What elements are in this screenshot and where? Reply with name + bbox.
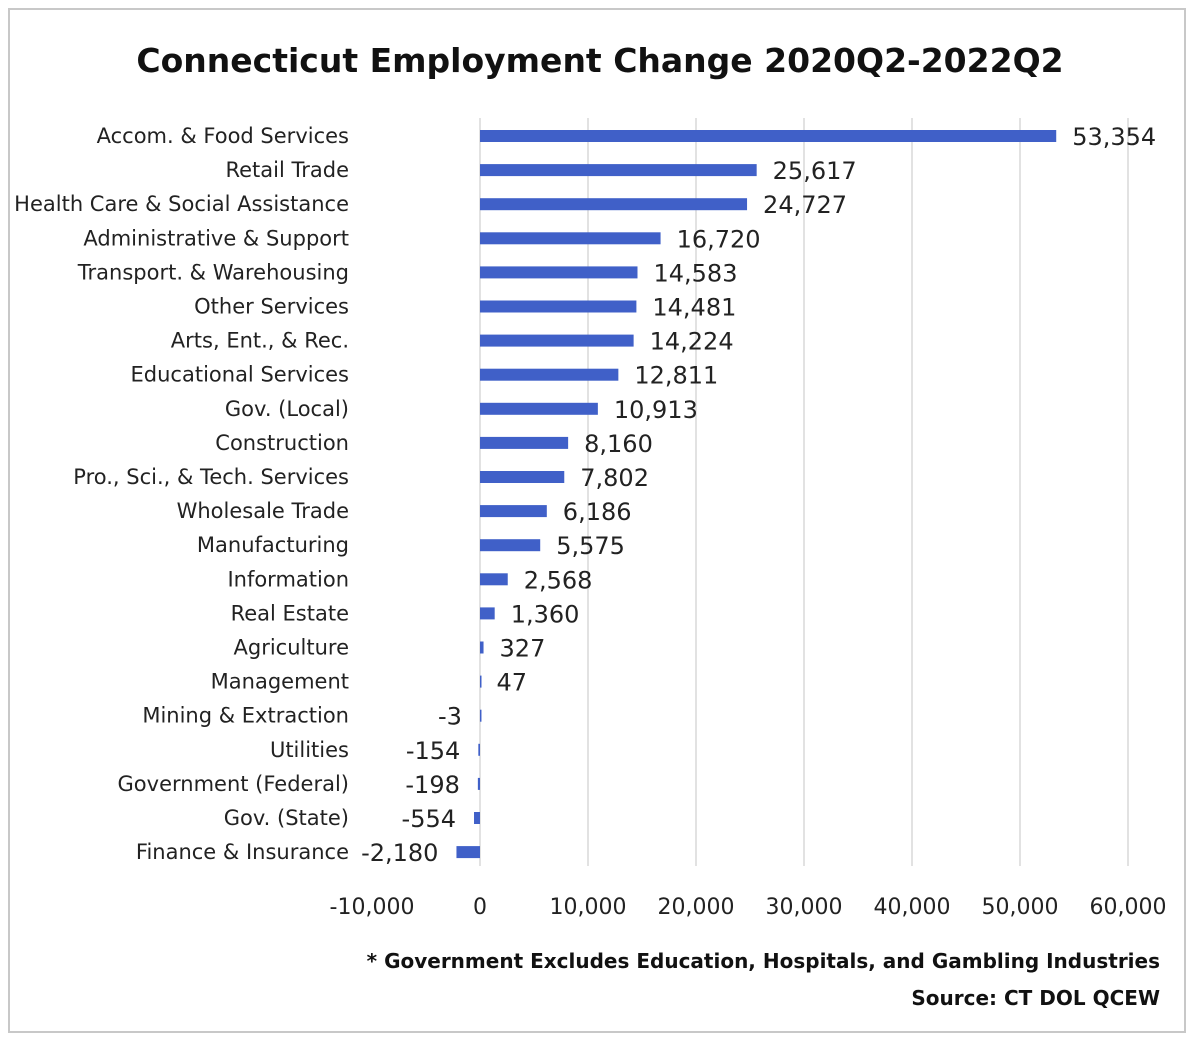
data-label: -3 [438,703,462,731]
bar [480,641,484,654]
data-label: 53,354 [1072,123,1156,151]
bar [456,846,480,859]
data-label: 327 [500,635,546,663]
category-label: Information [227,567,349,591]
data-label: 8,160 [584,430,653,458]
bar [480,368,619,381]
x-axis-ticks: -10,000 0 10,000 20,000 30,000 40,000 50,000 60… [330,895,1167,920]
data-label: 24,727 [763,191,847,219]
category-label: Administrative & Support [83,226,349,250]
data-label: 10,913 [614,396,698,424]
bar [480,164,757,177]
data-label: 12,811 [634,362,718,390]
bar [480,130,1057,142]
bar [480,471,565,483]
data-label: 14,481 [652,294,736,322]
x-tick-label: 60,000 [1090,895,1167,920]
data-label: 6,186 [563,498,632,526]
category-label: Mining & Extraction [142,704,349,728]
data-label: 47 [497,669,528,697]
data-label: -554 [402,805,456,833]
data-label: 5,575 [556,532,625,560]
data-label: -2,180 [361,839,438,867]
category-label: Agriculture [234,636,350,660]
category-label: Gov. (State) [224,806,349,830]
data-label: 16,720 [677,225,761,253]
bar [478,743,480,756]
category-label: Wholesale Trade [177,499,349,523]
category-label: Health Care & Social Assistance [14,192,349,216]
data-label: 1,360 [511,600,580,628]
data-label: 14,224 [650,328,734,356]
x-tick-label: 40,000 [874,895,951,920]
bar [480,675,482,688]
x-tick-label: 0 [473,895,487,920]
x-tick-label: 50,000 [982,895,1059,920]
category-label: Educational Services [131,363,349,387]
data-label: 25,617 [773,157,857,185]
category-label: Arts, Ent., & Rec. [171,329,349,353]
bar [480,334,634,347]
chart-frame [8,8,1186,1033]
source-note: Source: CT DOL QCEW [911,986,1160,1010]
bar [479,709,482,722]
gridlines [479,118,1129,866]
category-labels: Accom. & Food Services Retail Trade Health… [14,124,349,864]
bars [456,130,1057,859]
x-tick-label: 20,000 [658,895,735,920]
bar [480,198,748,211]
data-label: -154 [406,737,460,765]
bar [480,573,508,586]
category-label: Management [211,670,349,694]
category-label: Accom. & Food Services [97,124,349,148]
x-tick-label: -10,000 [330,895,415,920]
category-label: Pro., Sci., & Tech. Services [73,465,349,489]
bar [480,505,547,518]
category-label: Construction [215,431,349,455]
bar [480,300,637,313]
bar [480,607,495,620]
data-label: 2,568 [524,566,593,594]
bar [480,436,569,449]
bar [480,539,541,552]
bar [480,266,638,279]
data-label: 14,583 [653,259,737,287]
category-label: Real Estate [231,601,349,625]
chart-title: Connecticut Employment Change 2020Q2-202… [136,41,1063,80]
bar [480,402,598,415]
x-tick-label: 30,000 [766,895,843,920]
bar [480,232,661,245]
footnote: * Government Excludes Education, Hospita… [367,949,1160,973]
category-label: Manufacturing [197,533,349,557]
category-label: Utilities [270,738,349,762]
category-label: Government (Federal) [118,772,349,796]
data-label: -198 [405,771,459,799]
category-label: Retail Trade [225,158,349,182]
data-label: 7,802 [580,464,649,492]
category-label: Finance & Insurance [136,840,349,864]
bar [477,777,480,790]
category-label: Transport. & Warehousing [77,260,349,284]
category-label: Other Services [194,295,349,319]
bar [474,812,480,824]
x-tick-label: 10,000 [550,895,627,920]
category-label: Gov. (Local) [225,397,349,421]
